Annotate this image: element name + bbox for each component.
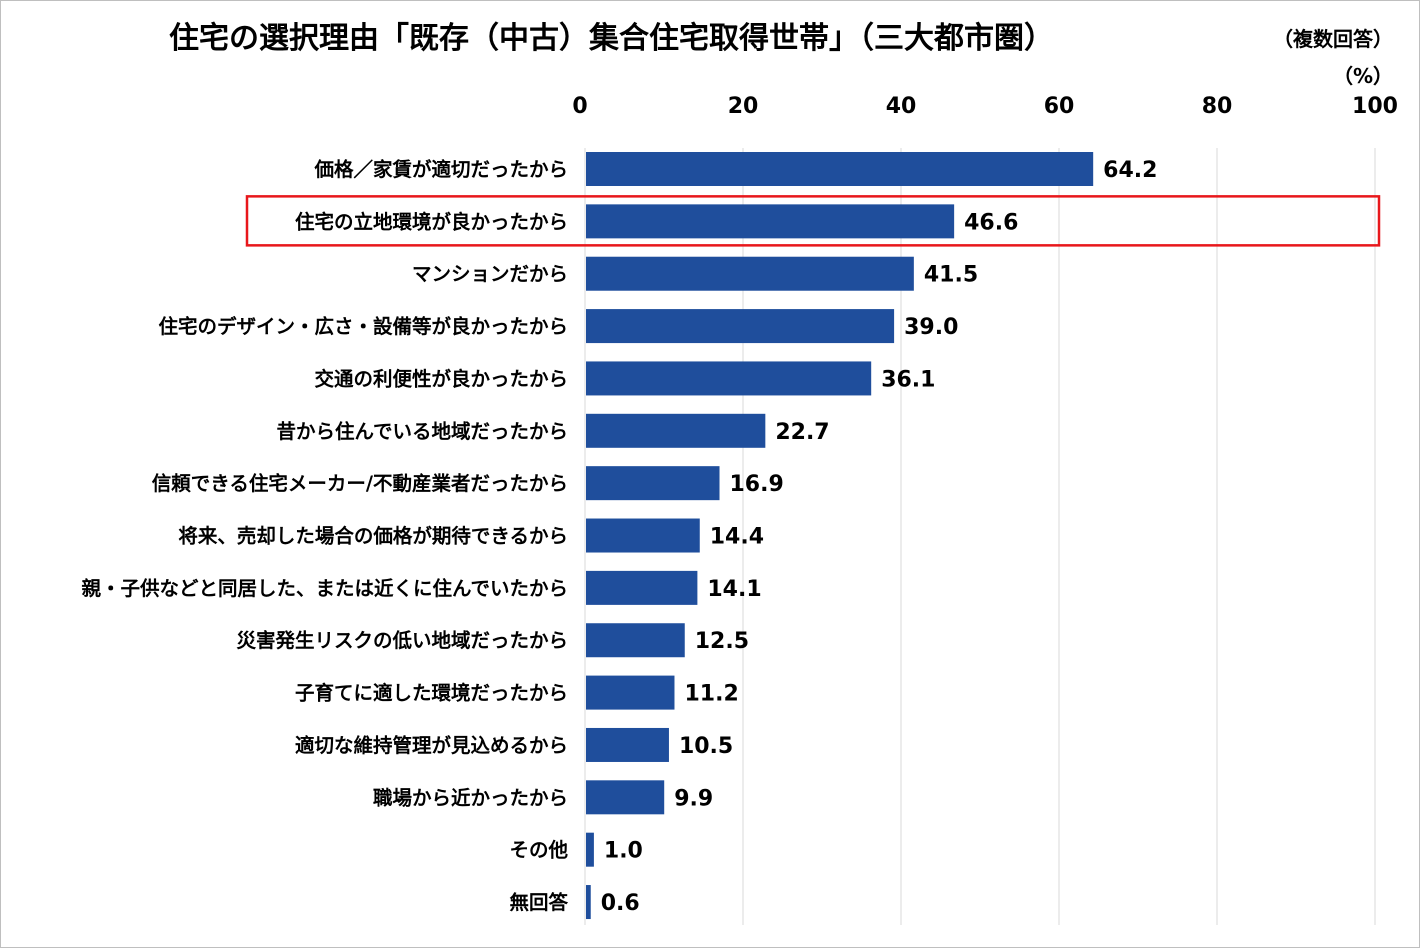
- data-label: 64.2: [1103, 158, 1157, 183]
- bar: [586, 204, 955, 239]
- category-label: 信頼できる住宅メーカー/不動産業者だったから: [152, 472, 568, 495]
- x-tick-label: 0: [572, 94, 587, 119]
- category-label: 適切な維持管理が見込めるから: [295, 734, 568, 757]
- bar: [586, 780, 665, 815]
- x-tick-label: 60: [1044, 94, 1075, 119]
- data-label: 0.6: [601, 891, 640, 916]
- category-label: 親・子供などと同居した、または近くに住んでいたから: [81, 577, 568, 600]
- category-label: 価格／家賃が適切だったから: [313, 158, 568, 181]
- category-label: 交通の利便性が良かったから: [314, 367, 568, 390]
- bar: [586, 413, 766, 448]
- data-label: 41.5: [924, 263, 978, 288]
- category-label: その他: [509, 839, 568, 862]
- category-label: 無回答: [509, 891, 568, 914]
- chart-title: 住宅の選択理由「既存（中古）集合住宅取得世帯」（三大都市圏）: [169, 21, 1054, 56]
- x-tick-label: 100: [1352, 94, 1398, 119]
- category-label: 住宅の立地環境が良かったから: [295, 210, 568, 233]
- category-label: 将来、売却した場合の価格が期待できるから: [178, 525, 568, 548]
- category-labels: 価格／家賃が適切だったから住宅の立地環境が良かったからマンションだから住宅のデザ…: [81, 158, 568, 914]
- data-label: 46.6: [964, 210, 1018, 235]
- unit-label: （%）: [1333, 64, 1393, 88]
- multiple-answer-note: （複数回答）: [1273, 27, 1393, 51]
- bar: [586, 885, 591, 920]
- value-labels: 64.2 46.6 41.5 39.0 36.1 22.7 16.9 14.4 14.1 12.5…: [601, 158, 1158, 916]
- data-label: 14.1: [707, 577, 761, 602]
- bar: [586, 518, 700, 553]
- bar: [586, 623, 685, 658]
- category-label: 住宅のデザイン・広さ・設備等が良かったから: [158, 315, 568, 338]
- data-label: 12.5: [695, 629, 749, 654]
- bar: [586, 466, 720, 501]
- category-label: マンションだから: [412, 263, 568, 286]
- x-tick-label: 40: [886, 94, 917, 119]
- bars: [586, 152, 1094, 920]
- data-label: 22.7: [775, 420, 829, 445]
- x-axis-ticks: 0 20 40 60 80 100: [572, 94, 1398, 119]
- bar: [586, 727, 669, 762]
- category-label: 職場から近かったから: [373, 786, 568, 809]
- highlight-box: [245, 195, 1381, 247]
- bar: [586, 570, 698, 605]
- data-label: 36.1: [881, 367, 935, 392]
- data-label: 14.4: [710, 525, 764, 550]
- bar: [586, 309, 895, 344]
- data-label: 10.5: [679, 734, 733, 759]
- bar: [586, 675, 675, 710]
- bar: [586, 152, 1094, 186]
- category-label: 昔から住んでいる地域だったから: [276, 420, 568, 443]
- bar: [586, 361, 872, 396]
- data-label: 1.0: [604, 839, 643, 864]
- bar: [586, 832, 594, 867]
- bar: [586, 256, 914, 291]
- data-label: 16.9: [730, 472, 784, 497]
- category-label: 子育てに適した環境だったから: [295, 682, 568, 705]
- x-tick-label: 20: [728, 94, 759, 119]
- x-tick-label: 80: [1202, 94, 1233, 119]
- data-label: 9.9: [674, 786, 713, 811]
- data-label: 11.2: [684, 682, 738, 707]
- category-label: 災害発生リスクの低い地域だったから: [236, 629, 568, 652]
- data-label: 39.0: [904, 315, 958, 340]
